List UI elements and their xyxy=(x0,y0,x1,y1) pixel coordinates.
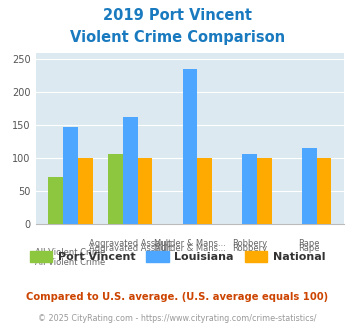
Bar xyxy=(78,158,93,224)
Bar xyxy=(317,158,331,224)
Text: Murder & Mans...: Murder & Mans... xyxy=(154,244,226,253)
Bar xyxy=(123,117,138,224)
Bar xyxy=(182,69,197,224)
Text: Robbery: Robbery xyxy=(232,239,267,248)
Text: Compared to U.S. average. (U.S. average equals 100): Compared to U.S. average. (U.S. average … xyxy=(26,292,329,302)
Text: Robbery: Robbery xyxy=(232,244,267,253)
Text: Aggravated Assault: Aggravated Assault xyxy=(89,244,171,253)
Bar xyxy=(138,158,152,224)
Text: 2019 Port Vincent: 2019 Port Vincent xyxy=(103,8,252,23)
Text: All Violent Crime: All Violent Crime xyxy=(36,248,106,257)
Bar xyxy=(242,154,257,224)
Bar xyxy=(108,154,123,224)
Bar xyxy=(197,158,212,224)
Bar xyxy=(49,177,63,224)
Text: Aggravated Assault: Aggravated Assault xyxy=(89,239,171,248)
Text: Rape: Rape xyxy=(299,244,320,253)
Text: All Violent Crime: All Violent Crime xyxy=(36,258,106,267)
Text: Rape: Rape xyxy=(299,239,320,248)
Bar xyxy=(257,158,272,224)
Text: Murder & Mans...: Murder & Mans... xyxy=(154,239,226,248)
Legend: Port Vincent, Louisiana, National: Port Vincent, Louisiana, National xyxy=(26,247,329,267)
Text: © 2025 CityRating.com - https://www.cityrating.com/crime-statistics/: © 2025 CityRating.com - https://www.city… xyxy=(38,314,317,323)
Text: Violent Crime Comparison: Violent Crime Comparison xyxy=(70,30,285,45)
Bar xyxy=(302,148,317,224)
Bar xyxy=(63,127,78,224)
